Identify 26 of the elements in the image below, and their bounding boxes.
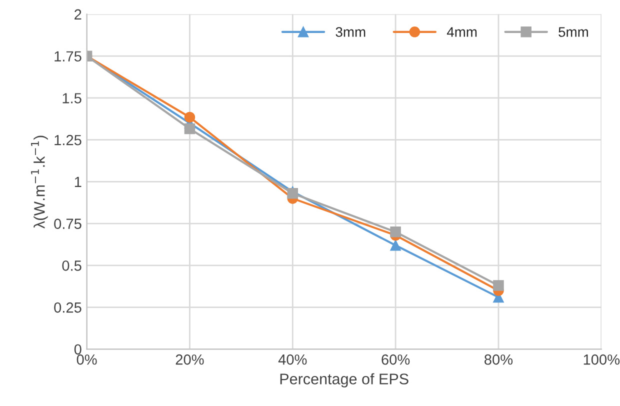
y-tick-label: 0.75: [54, 218, 82, 229]
y-tick-label: 1: [74, 176, 82, 187]
y-tick-label: 0: [74, 344, 82, 355]
x-tick-label: 0%: [76, 354, 97, 365]
point: [390, 226, 401, 238]
legend-label: 3mm: [336, 27, 366, 37]
legend-label: 4mm: [446, 27, 477, 37]
point: [184, 112, 196, 123]
y-tick-label: 1.75: [54, 51, 82, 62]
x-axis-title: Percentage of EPS: [280, 373, 408, 388]
point: [287, 188, 298, 199]
y-tick-label: 1.5: [62, 93, 82, 104]
x-tick-label: 80%: [484, 354, 513, 365]
x-tick-label: 60%: [382, 354, 410, 365]
y-axis-title: λ(W.m$^{−1}$.k$^{−1}$): [31, 136, 48, 228]
y-tick-label: 0.25: [54, 302, 82, 313]
y-tick-label: 2: [74, 9, 82, 20]
y-tick-label: 0.5: [62, 260, 82, 271]
x-tick-label: 20%: [176, 354, 204, 365]
point: [184, 123, 196, 134]
x-tick-label: 100%: [584, 354, 620, 365]
legend-label: 5mm: [558, 27, 588, 37]
x-tick-label: 40%: [278, 354, 307, 365]
y-tick-label: 1.25: [54, 134, 82, 146]
point: [390, 240, 401, 251]
point: [493, 280, 504, 291]
